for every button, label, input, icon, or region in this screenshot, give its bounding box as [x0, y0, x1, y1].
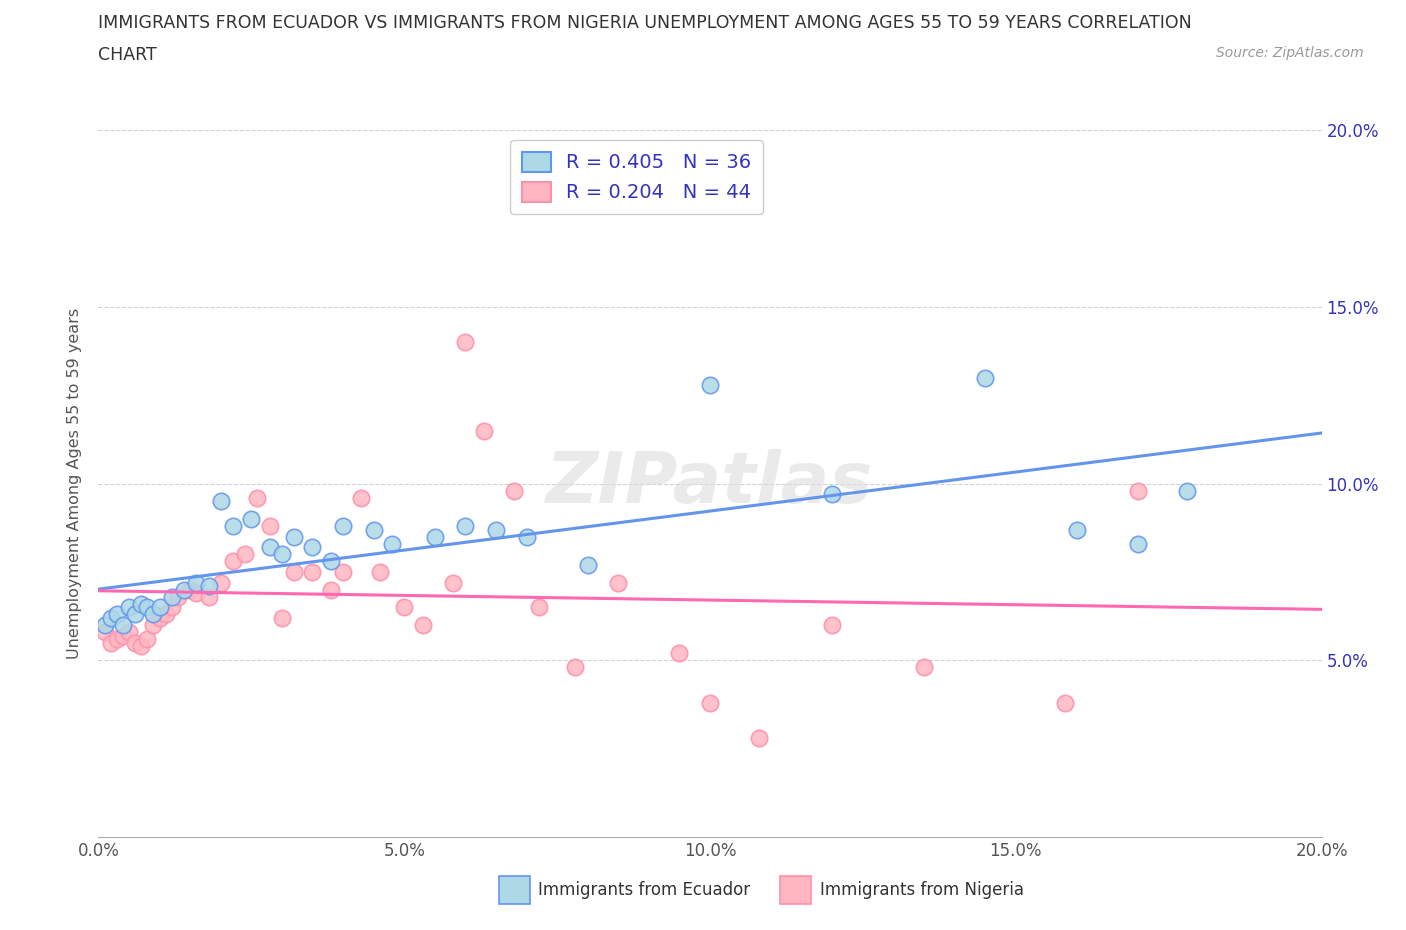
Point — [149, 610, 172, 625]
Point — [142, 618, 165, 632]
Point — [259, 519, 281, 534]
Point — [270, 547, 292, 562]
Point — [454, 519, 477, 534]
Point — [441, 575, 464, 590]
Point — [111, 628, 134, 643]
Point — [118, 625, 141, 640]
Point — [381, 537, 404, 551]
Point — [485, 522, 508, 537]
Point — [142, 607, 165, 622]
Point — [454, 335, 477, 350]
Point — [699, 696, 721, 711]
Point — [105, 631, 128, 646]
Point — [527, 600, 550, 615]
Point — [283, 565, 305, 579]
Text: Immigrants from Ecuador: Immigrants from Ecuador — [538, 881, 751, 899]
Point — [160, 590, 183, 604]
Point — [136, 600, 159, 615]
Point — [699, 378, 721, 392]
Point — [319, 582, 342, 597]
Point — [412, 618, 434, 632]
Text: Immigrants from Nigeria: Immigrants from Nigeria — [820, 881, 1024, 899]
Point — [912, 660, 935, 675]
Point — [209, 494, 232, 509]
Point — [1066, 522, 1088, 537]
Point — [607, 575, 630, 590]
Point — [821, 486, 844, 501]
Text: IMMIGRANTS FROM ECUADOR VS IMMIGRANTS FROM NIGERIA UNEMPLOYMENT AMONG AGES 55 TO: IMMIGRANTS FROM ECUADOR VS IMMIGRANTS FR… — [98, 14, 1192, 32]
Point — [222, 554, 245, 569]
Point — [124, 607, 146, 622]
Legend: R = 0.405   N = 36, R = 0.204   N = 44: R = 0.405 N = 36, R = 0.204 N = 44 — [510, 140, 763, 214]
Point — [1053, 696, 1076, 711]
Y-axis label: Unemployment Among Ages 55 to 59 years: Unemployment Among Ages 55 to 59 years — [67, 308, 83, 659]
Point — [209, 575, 232, 590]
Point — [472, 423, 495, 438]
Point — [368, 565, 391, 579]
Point — [124, 635, 146, 650]
Point — [301, 565, 323, 579]
Point — [105, 607, 128, 622]
Point — [233, 547, 256, 562]
Point — [246, 490, 269, 505]
Point — [197, 590, 219, 604]
Point — [186, 586, 208, 601]
Point — [363, 522, 385, 537]
Point — [301, 539, 323, 554]
Point — [149, 600, 172, 615]
Point — [222, 519, 245, 534]
Point — [668, 645, 690, 660]
Point — [332, 565, 354, 579]
Point — [129, 639, 152, 654]
Point — [240, 512, 263, 526]
Point — [423, 529, 446, 544]
Text: Source: ZipAtlas.com: Source: ZipAtlas.com — [1216, 46, 1364, 60]
Point — [503, 484, 526, 498]
Point — [821, 618, 844, 632]
Point — [392, 600, 416, 615]
Point — [167, 590, 190, 604]
Point — [1175, 484, 1198, 498]
Point — [155, 607, 177, 622]
Text: CHART: CHART — [98, 46, 157, 64]
Point — [118, 600, 141, 615]
Point — [564, 660, 586, 675]
Point — [197, 578, 219, 593]
Point — [160, 600, 183, 615]
Point — [100, 635, 122, 650]
Point — [350, 490, 373, 505]
Point — [93, 618, 115, 632]
Point — [136, 631, 159, 646]
Point — [129, 596, 152, 611]
Point — [974, 370, 997, 385]
Point — [186, 575, 208, 590]
Point — [173, 582, 195, 597]
Point — [100, 610, 122, 625]
Point — [179, 582, 201, 597]
Point — [516, 529, 538, 544]
Text: ZIPatlas: ZIPatlas — [547, 449, 873, 518]
Point — [283, 529, 305, 544]
Point — [319, 554, 342, 569]
Point — [111, 618, 134, 632]
Point — [259, 539, 281, 554]
Point — [1128, 484, 1150, 498]
Point — [748, 731, 770, 746]
Point — [270, 610, 292, 625]
Point — [93, 625, 115, 640]
Point — [332, 519, 354, 534]
Point — [1128, 537, 1150, 551]
Point — [576, 557, 599, 572]
